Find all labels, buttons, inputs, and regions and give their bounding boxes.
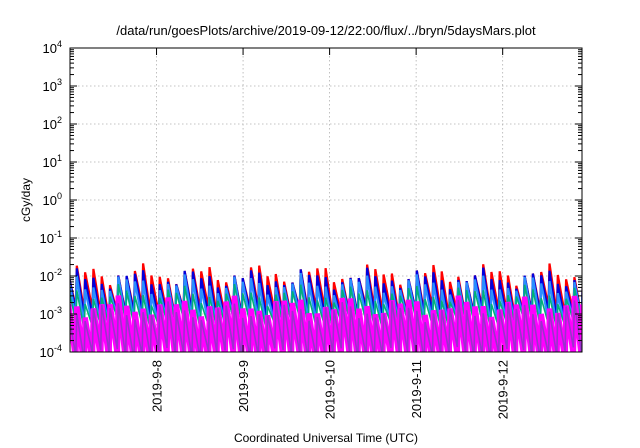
y-axis: 10-4 10-3 10-2 10-1 100 101 102 103 104 [40, 39, 582, 360]
y-tick-label: 100 [43, 191, 62, 208]
y-tick-label: 10-3 [40, 305, 62, 322]
series-group [70, 263, 582, 352]
y-tick-label: 104 [43, 39, 62, 56]
y-tick-label: 10-4 [40, 343, 62, 360]
y-tick-label: 103 [43, 77, 62, 94]
x-tick-label: 2019-9-12 [496, 360, 511, 419]
y-tick-label: 10-2 [40, 267, 62, 284]
x-tick-label: 2019-9-9 [236, 360, 251, 412]
x-tick-label: 2019-9-10 [323, 360, 338, 419]
series-line-6 [70, 299, 582, 352]
x-axis: 2019-9-8 2019-9-9 2019-9-10 2019-9-11 2019-9… [150, 48, 511, 419]
y-tick-label: 10-1 [40, 229, 62, 246]
y-tick-label: 102 [43, 115, 62, 132]
x-tick-label: 2019-9-8 [150, 360, 165, 412]
x-axis-label: Coordinated Universal Time (UTC) [234, 431, 418, 445]
x-tick-label: 2019-9-11 [409, 360, 424, 418]
y-axis-label: cGy/day [19, 178, 33, 222]
chart-title: /data/run/goesPlots/archive/2019-09-12/2… [116, 23, 536, 38]
y-tick-label: 101 [43, 153, 62, 170]
